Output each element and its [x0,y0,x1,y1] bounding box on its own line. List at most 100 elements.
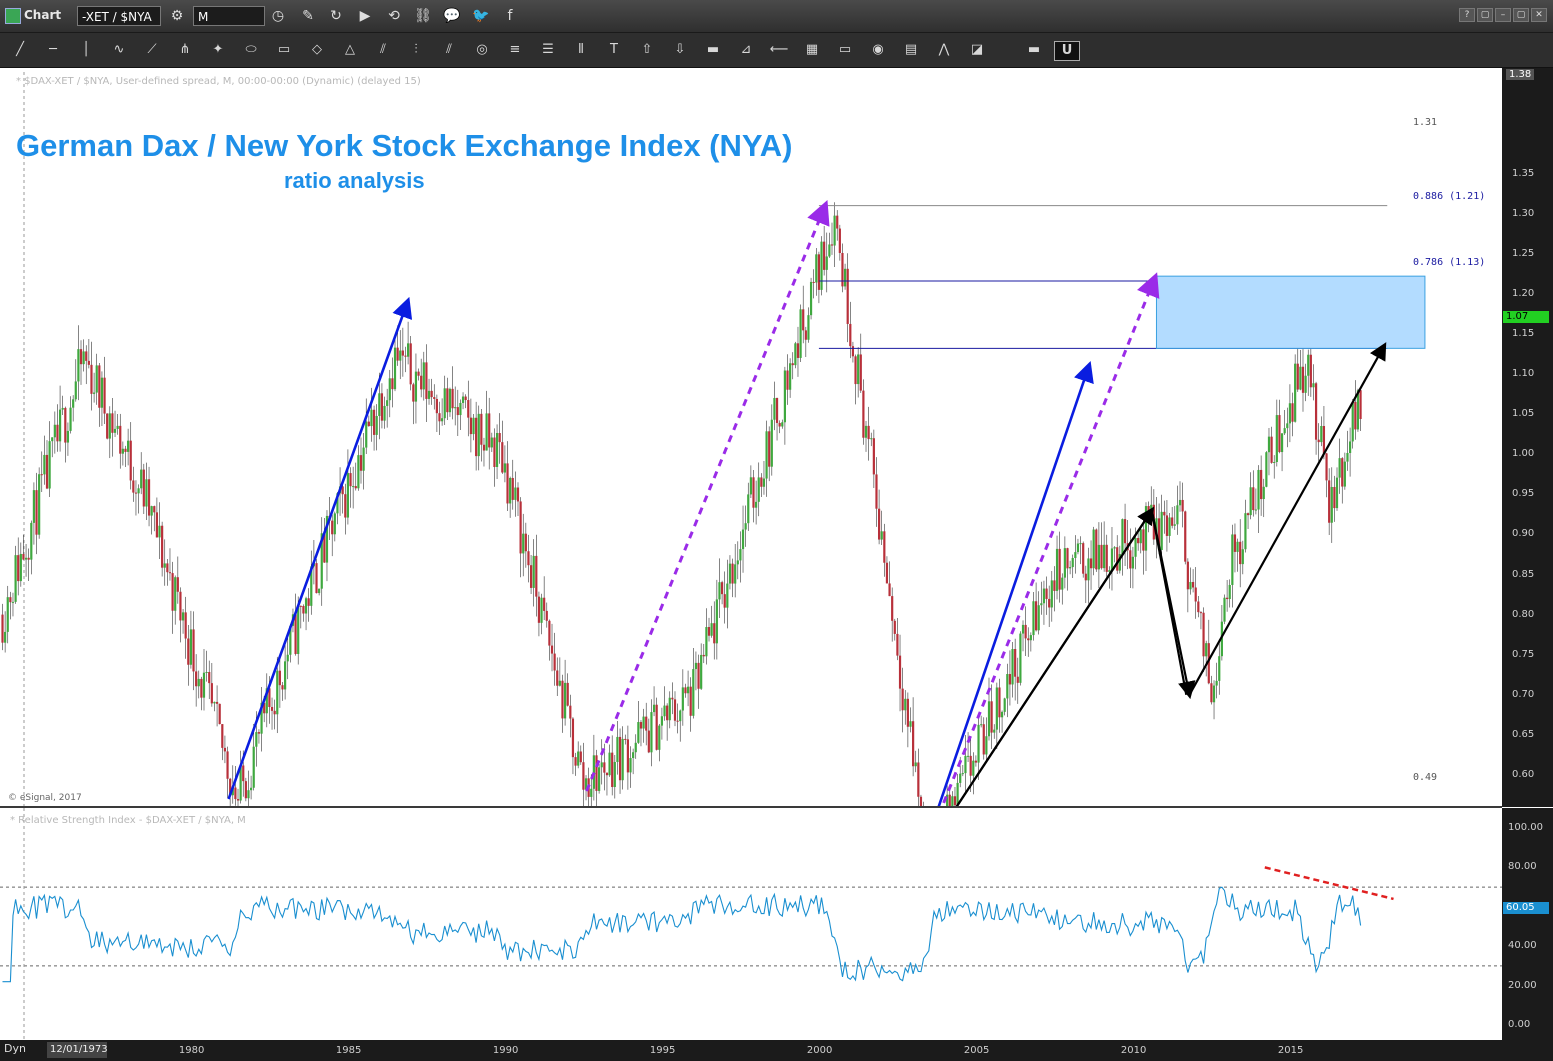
time-axis[interactable] [0,1040,1553,1061]
clock-icon[interactable]: ◷ [271,8,285,24]
rsi-chart[interactable] [0,808,1502,1040]
fib-levels-icon[interactable]: ≡ [509,42,521,57]
candle-body [365,421,368,448]
twitter-icon[interactable]: 🐦 [472,8,490,24]
candle-body [320,533,323,589]
diamond-icon[interactable]: ◇ [312,42,322,57]
fib-arc-icon[interactable]: ⟵ [769,42,789,57]
candle-body [236,799,240,801]
time-lines-icon[interactable]: ⦀ [578,42,584,57]
vertical-line-icon[interactable]: │ [82,42,90,57]
candle-body [414,371,418,402]
price-axis[interactable]: 1.38 1.35 1.30 1.25 1.20 1.15 1.10 1.05 1.00 0.95… [1502,68,1553,860]
channel-icon[interactable]: ⫽ [380,42,386,57]
candle-body [202,672,206,698]
moe-icon[interactable]: ▭ [838,42,852,57]
rsi-pane[interactable] [0,808,1502,1040]
marker-icon[interactable]: ▬ [706,42,720,57]
comment-icon[interactable]: ▬ [1027,42,1041,57]
candle-body [961,773,964,775]
restore-button[interactable]: ▢ [1477,8,1493,22]
rsi-tick-label: 100.00 [1508,822,1543,833]
candle-body [1100,544,1103,569]
facebook-icon[interactable]: f [507,8,513,24]
candle-body [32,490,36,523]
candle-body [684,687,687,694]
pane-separator[interactable] [0,806,1502,808]
candle-body [1082,543,1085,574]
interval-select[interactable]: M [193,6,265,26]
candle-body [775,397,779,423]
pti-icon[interactable]: ▤ [904,42,918,57]
eraser-icon[interactable]: ◪ [970,42,984,57]
rectangle-icon[interactable]: ▭ [277,42,291,57]
candle-body [1223,597,1226,622]
pencil-icon[interactable]: ✎ [302,8,314,24]
candle-body [864,425,868,438]
magnet-icon[interactable]: U [1054,41,1080,61]
eye-icon[interactable]: ◉ [872,42,884,57]
candle-body [307,598,310,606]
candle-body [127,440,130,452]
candle-body [1270,436,1273,463]
candle-body [1042,588,1046,604]
price-chart-pane[interactable] [0,68,1502,806]
candle-body [1325,453,1328,481]
candle-body [545,610,548,621]
candle-body [464,396,467,401]
cycle-icon[interactable]: ⫶ [414,42,418,57]
triangle-icon[interactable]: △ [345,42,355,57]
minimize-button[interactable]: – [1495,8,1511,22]
candle-body [592,755,595,789]
candle-body [210,683,213,704]
wave-icon[interactable]: ∿ [113,42,125,57]
candle-body [380,393,384,421]
text-icon[interactable]: T [610,42,618,57]
horizontal-line-icon[interactable]: ─ [49,42,57,57]
candle-body [140,469,143,489]
fib-fan-icon[interactable]: ⊿ [740,42,752,57]
chat-icon[interactable]: 💬 [443,8,461,24]
link-icon[interactable]: ⛓ [414,8,432,24]
fan-icon[interactable]: ⟋ [147,42,157,57]
candle-body [1063,548,1066,578]
circles-icon[interactable]: ◎ [476,42,488,57]
maximize-button[interactable]: ▢ [1513,8,1529,22]
candle-body [548,620,551,646]
candle-body [807,315,810,340]
pitchfork-icon[interactable]: ⋔ [179,42,191,57]
symbol-input[interactable]: -XET / $NYA [77,6,161,26]
play-icon[interactable]: ▶ [359,8,371,24]
fib-extension-icon[interactable]: ☰ [542,42,554,57]
candle-body [490,437,493,448]
refresh-icon[interactable]: ↻ [330,8,342,24]
line-tool-icon[interactable]: ╱ [16,42,24,57]
arrow-down-icon[interactable]: ⇩ [674,42,686,57]
zigzag-icon[interactable]: ⋀ [938,42,950,57]
candle-body [946,794,949,806]
candle-body [406,343,410,357]
parallel-icon[interactable]: ⫽ [446,42,452,57]
candle-body [700,654,703,689]
price-chart[interactable] [0,68,1502,806]
candle-body [27,557,30,560]
candle-body [642,716,645,729]
settings-icon[interactable]: ⚙ [170,8,184,24]
price-tick-label: 1.25 [1512,247,1535,259]
price-tick-label: 0.90 [1512,528,1535,540]
candle-body [966,755,970,757]
candle-body [702,654,705,657]
candle-body [802,309,805,331]
candle-body [862,390,865,438]
dyn-button[interactable]: Dyn [4,1042,26,1055]
close-button[interactable]: ✕ [1531,8,1547,22]
help-button[interactable]: ? [1459,8,1475,22]
ellipse-icon[interactable]: ⬭ [245,42,257,57]
grid-icon[interactable]: ▦ [805,42,819,57]
replay-icon[interactable]: ⟲ [388,8,400,24]
candle-body [333,513,336,535]
gann-icon[interactable]: ✦ [212,42,224,57]
start-date-box[interactable]: 12/01/1973 [47,1042,108,1058]
arrow-up-icon[interactable]: ⇧ [641,42,653,57]
